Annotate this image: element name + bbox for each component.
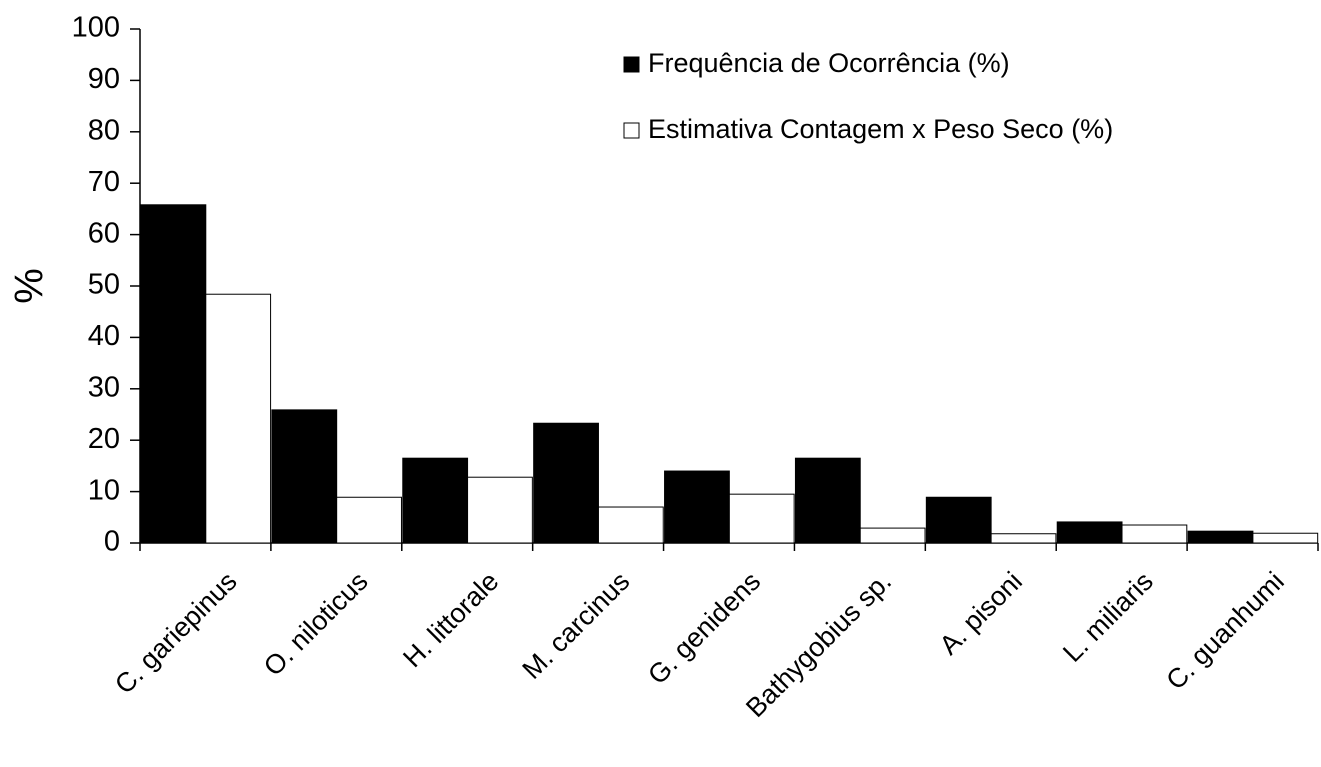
bar <box>533 422 599 544</box>
bar <box>664 470 730 544</box>
x-tick-label: M. carcinus <box>517 566 636 685</box>
legend-swatch <box>623 122 640 139</box>
bar <box>1121 524 1188 544</box>
bar <box>271 409 338 544</box>
legend-label: Frequência de Ocorrência (%) <box>648 48 1010 78</box>
bar <box>205 293 272 544</box>
y-tick-label: 0 <box>104 526 120 558</box>
y-tick-label: 20 <box>88 423 120 455</box>
y-tick-label: 50 <box>88 269 120 301</box>
x-tick-label: C. gariepinus <box>109 566 243 700</box>
bar <box>925 496 992 544</box>
x-tick-label: O. niloticus <box>258 566 374 682</box>
y-tick-label: 70 <box>88 166 120 198</box>
x-tick-label: G. genidens <box>642 566 766 690</box>
bar <box>467 476 533 544</box>
bar <box>140 204 207 544</box>
x-tick-label: C. guanhumi <box>1160 566 1289 695</box>
bar <box>597 506 664 544</box>
x-tick-label: A. pisoni <box>934 566 1028 660</box>
y-tick-label: 30 <box>88 371 120 403</box>
y-tick-label: 100 <box>72 12 120 44</box>
y-tick-label: 40 <box>88 320 120 352</box>
bar <box>1187 530 1254 544</box>
bar <box>859 527 926 544</box>
y-axis-label: % <box>8 268 52 304</box>
x-tick-label: H. littorale <box>397 566 504 673</box>
x-tick-label: L. miliaris <box>1057 566 1159 668</box>
bar <box>990 533 1057 544</box>
y-tick-label: 90 <box>88 63 120 95</box>
y-tick-label: 80 <box>88 114 120 146</box>
bar <box>402 457 469 544</box>
y-tick-label: 60 <box>88 217 120 249</box>
legend-swatch <box>623 56 640 73</box>
bar <box>336 496 402 544</box>
bar <box>1056 521 1123 544</box>
bar <box>728 493 795 544</box>
legend-label: Estimativa Contagem x Peso Seco (%) <box>648 114 1113 144</box>
bar <box>1252 532 1319 544</box>
bar <box>794 457 861 544</box>
y-tick-label: 10 <box>88 474 120 506</box>
